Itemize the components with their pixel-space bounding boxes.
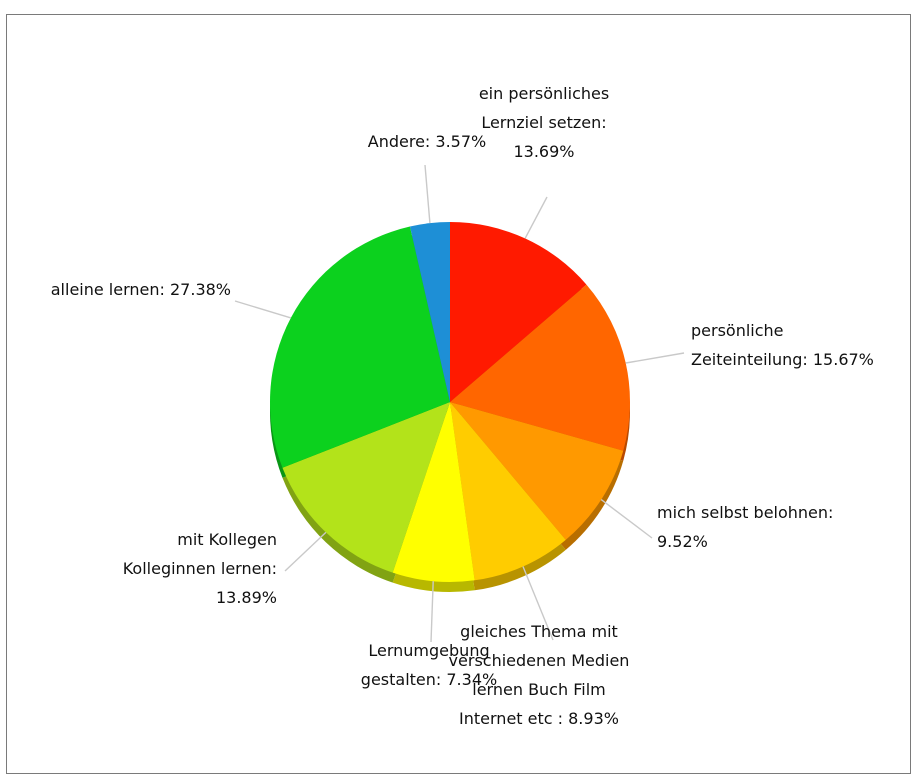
pie-slice-label: alleine lernen: 27.38% — [51, 280, 231, 299]
pie-labels: ein persönliches Lernziel setzen: 13.69% pe… — [51, 84, 874, 728]
pie-label-line: Lernumgebung — [368, 641, 489, 660]
pie-label-line: Andere: 3.57% — [368, 132, 486, 151]
pie-label-line: gestalten: 7.34% — [361, 670, 497, 689]
pie-slice — [270, 226, 450, 468]
pie-label-line: Internet etc : 8.93% — [459, 709, 619, 728]
pie-slice-label: ein persönliches Lernziel setzen: 13.69% — [479, 84, 609, 161]
pie-label-line: 13.69% — [513, 142, 574, 161]
pie-slice — [450, 222, 587, 402]
pie-slice-label: mich selbst belohnen: 9.52% — [657, 503, 833, 551]
pie-slice — [282, 402, 450, 573]
pie-slice — [450, 402, 624, 540]
chart-frame: ein persönliches Lernziel setzen: 13.69% pe… — [6, 14, 911, 774]
pie-slice — [450, 284, 631, 451]
pie-label-line: alleine lernen: 27.38% — [51, 280, 231, 299]
pie-slice-label: gleiches Thema mit verschiedenen Medien le… — [449, 622, 630, 728]
pie-label-line: mich selbst belohnen: — [657, 503, 833, 522]
pie-label-line: ein persönliches — [479, 84, 609, 103]
pie-slice — [392, 402, 475, 583]
pie-leader-line — [424, 164, 431, 224]
pie-leader-line — [522, 566, 554, 641]
pie-label-line: Lernziel setzen: — [481, 113, 606, 132]
pie-leader-line — [625, 352, 685, 364]
pie-leader-line — [524, 196, 548, 239]
pie-slice — [450, 402, 566, 581]
pie-leader-line — [284, 531, 327, 572]
pie-leader-line — [430, 581, 434, 643]
pie-slice-label: Lernumgebung gestalten: 7.34% — [361, 641, 497, 689]
pie-label-line: 9.52% — [657, 532, 708, 551]
pie-label-line: 13.89% — [216, 588, 277, 607]
pie-label-line: Zeiteinteilung: 15.67% — [691, 350, 874, 369]
pie-label-line: Kolleginnen lernen: — [123, 559, 277, 578]
pie-slice — [409, 222, 450, 402]
pie-leader-lines — [234, 164, 685, 643]
pie-chart: ein persönliches Lernziel setzen: 13.69% pe… — [51, 84, 874, 728]
pie-slices — [270, 222, 631, 583]
pie-label-line: gleiches Thema mit — [460, 622, 618, 641]
pie-label-line: mit Kollegen — [177, 530, 277, 549]
pie-leader-line — [600, 499, 653, 539]
pie-leader-line — [234, 300, 292, 319]
pie-slice-label: persönliche Zeiteinteilung: 15.67% — [691, 321, 874, 369]
pie-slice-label: mit Kollegen Kolleginnen lernen: 13.89% — [123, 530, 277, 607]
pie-label-line: persönliche — [691, 321, 784, 340]
pie-label-line: verschiedenen Medien — [449, 651, 630, 670]
pie-slice-label: Andere: 3.57% — [368, 132, 486, 151]
pie-label-line: lernen Buch Film — [472, 680, 605, 699]
